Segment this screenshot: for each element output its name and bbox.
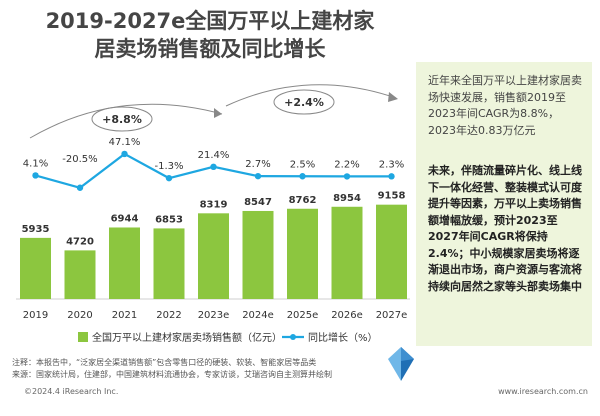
cagr-arrow-1 (29, 103, 223, 139)
iresearch-logo-icon (388, 347, 414, 381)
bar-value-label: 8547 (244, 197, 272, 208)
summary-panel: 近年来全国万平以上建材家居卖场快速发展，销售额2019至2023年间CAGR为8… (416, 62, 592, 346)
note-line: 注释：本报告中，“泛家居全渠道销售额”包含零售口径的硬装、软装、智能家居等品类 (12, 358, 317, 367)
bar-value-label: 9158 (378, 191, 406, 202)
copyright: ©2024.4 iResearch Inc. (24, 387, 119, 396)
cagr-arrowhead-2 (388, 92, 398, 102)
bar-value-label: 4720 (66, 236, 94, 247)
x-tick-label: 2020 (67, 310, 92, 321)
legend-line-marker (290, 334, 296, 340)
x-tick-label: 2022 (156, 310, 181, 321)
x-tick-label: 2019 (23, 310, 48, 321)
growth-point (388, 173, 395, 180)
bar-2020 (64, 250, 96, 299)
summary-forecast: 未来，伴随流量碎片化、线上线下一体化经营、整装模式认可度提升等因素，万平以上卖场… (428, 164, 582, 293)
bar-2021 (109, 227, 140, 299)
website: www.iresearch.com.cn (498, 387, 588, 396)
growth-point (210, 163, 217, 170)
legend-bar-label: 全国万平以上建材家居卖场销售额（亿元） (92, 331, 282, 344)
growth-value-label: 2.7% (245, 159, 270, 170)
bar-value-label: 8954 (333, 193, 361, 204)
cagr-label-1: +8.8% (102, 113, 142, 126)
bar-2027e (376, 204, 407, 299)
bar-2022 (153, 228, 185, 299)
x-tick-label: 2027e (376, 310, 408, 321)
growth-value-label: 2.5% (290, 159, 315, 170)
x-tick-label: 2023e (198, 310, 230, 321)
bar-2024e (242, 210, 274, 299)
growth-value-label: -20.5% (62, 154, 97, 165)
bar-2023e (198, 213, 229, 299)
growth-point (32, 172, 39, 179)
bar-2026e (331, 206, 363, 299)
growth-value-label: -1.3% (154, 161, 183, 172)
cagr-arrow-2 (225, 84, 397, 107)
growth-value-label: 4.1% (23, 158, 48, 169)
bar-value-label: 6944 (111, 213, 139, 224)
growth-value-label: 2.2% (334, 159, 359, 170)
growth-value-label: 47.1% (109, 137, 141, 148)
chart: 5935 2019 4720 2020 6944 2021 6853 2022 8319 2023… (16, 84, 410, 344)
source-line: 来源：国家统计局，住建部，中国建筑材料流通协会，专家访谈，艾瑞咨询自主测算并绘制 (12, 370, 332, 379)
bar-value-label: 8762 (289, 195, 317, 206)
x-tick-label: 2025e (287, 310, 319, 321)
growth-point (343, 173, 351, 180)
x-tick-label: 2026e (331, 310, 363, 321)
cagr-arrowhead-1 (214, 108, 222, 118)
bar-value-label: 8319 (200, 199, 228, 210)
x-tick-label: 2021 (112, 310, 137, 321)
growth-point (165, 174, 173, 182)
x-tick-label: 2024e (242, 310, 274, 321)
summary-history: 近年来全国万平以上建材家居卖场快速发展，销售额2019至2023年间CAGR为8… (428, 74, 582, 137)
title-line-2: 居卖场销售额及同比增长 (94, 37, 326, 61)
cagr-bubble-2 (273, 89, 335, 115)
growth-value-label: 21.4% (198, 150, 230, 161)
bar-value-label: 5935 (22, 224, 50, 235)
growth-value-label: 2.3% (379, 159, 404, 170)
growth-point (121, 150, 128, 158)
growth-point (299, 173, 306, 180)
legend-bar-swatch (78, 332, 88, 342)
bar-2025e (287, 208, 318, 299)
title-line-1: 2019-2027e全国万平以上建材家 (45, 9, 375, 33)
bar-value-label: 6853 (155, 214, 183, 225)
growth-point (76, 184, 84, 191)
cagr-bubble-1 (91, 106, 153, 132)
cagr-label-2: +2.4% (284, 96, 324, 109)
bar-2019 (20, 237, 51, 299)
legend-line-label: 同比增长（%） (308, 331, 378, 344)
growth-point (254, 172, 262, 180)
